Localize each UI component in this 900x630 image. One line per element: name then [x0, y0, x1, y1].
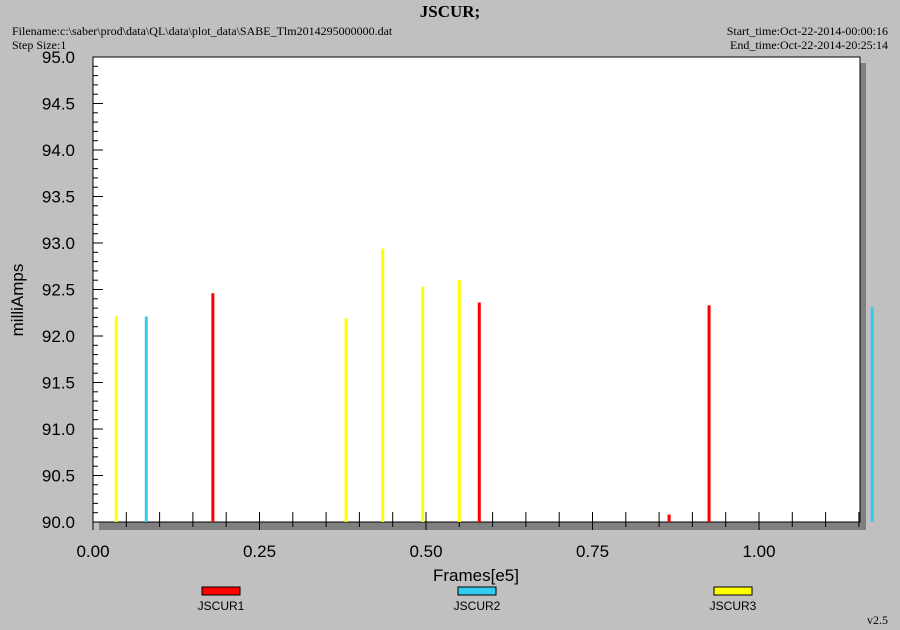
y-tick-label: 92.5: [42, 281, 75, 300]
bar-jscur3: [114, 316, 118, 522]
x-tick-label: 0.25: [243, 542, 276, 561]
plot-area: [92, 56, 861, 523]
y-tick-label: 93.5: [42, 188, 75, 207]
legend-swatch-jscur3: [713, 586, 753, 596]
bar-jscur2: [870, 307, 874, 522]
bar-jscur3: [457, 280, 461, 522]
start-time-label: Start_time:Oct-22-2014-00:00:16: [726, 24, 888, 38]
y-tick-label: 90.5: [42, 467, 75, 486]
version-label: v2.5: [867, 613, 888, 627]
y-axis: 90.0 90.5 91.0 91.5 92.0 92.5 93.0 93.5 94.0 94.5…: [42, 48, 103, 532]
y-tick-label: 94.5: [42, 95, 75, 114]
bar-jscur2: [144, 316, 148, 522]
y-tick-label: 90.0: [42, 513, 75, 532]
x-tick-label: 0.00: [76, 542, 109, 561]
bar-jscur3: [344, 318, 348, 522]
y-tick-label: 92.0: [42, 327, 75, 346]
legend-label-jscur3: JSCUR3: [710, 599, 757, 613]
legend-label-jscur2: JSCUR2: [454, 599, 501, 613]
bar-jscur1: [667, 514, 671, 522]
y-tick-label: 93.0: [42, 234, 75, 253]
chart-title: JSCUR;: [419, 2, 481, 21]
filename-label: Filename:c:\saber\prod\data\QL\data\plot…: [12, 24, 393, 38]
x-tick-label: 0.50: [409, 542, 442, 561]
x-tick-label: 1.00: [742, 542, 775, 561]
bar-jscur1: [477, 302, 481, 522]
bar-jscur3: [421, 286, 425, 522]
legend: JSCUR1 JSCUR2 JSCUR3: [198, 586, 757, 613]
data-bars: [114, 248, 874, 522]
x-tick-label: 0.75: [576, 542, 609, 561]
bar-jscur1: [707, 305, 711, 522]
end-time-label: End_time:Oct-22-2014-20:25:14: [730, 38, 888, 52]
y-tick-label: 94.0: [42, 141, 75, 160]
x-axis-title: Frames[e5]: [433, 566, 519, 585]
legend-label-jscur1: JSCUR1: [198, 599, 245, 613]
legend-swatch-jscur2: [457, 586, 497, 596]
y-tick-label: 91.5: [42, 374, 75, 393]
bar-jscur3: [381, 248, 385, 522]
legend-swatch-jscur1: [201, 586, 241, 596]
y-axis-title: milliAmps: [8, 264, 27, 337]
step-size-label: Step Size:1: [12, 38, 67, 52]
bar-jscur1: [211, 293, 215, 522]
x-axis: 0.000.250.500.751.001.251.501.752.002.25: [76, 521, 860, 561]
y-tick-label: 95.0: [42, 48, 75, 67]
frame-ticks: [125, 512, 860, 522]
y-tick-label: 91.0: [42, 420, 75, 439]
